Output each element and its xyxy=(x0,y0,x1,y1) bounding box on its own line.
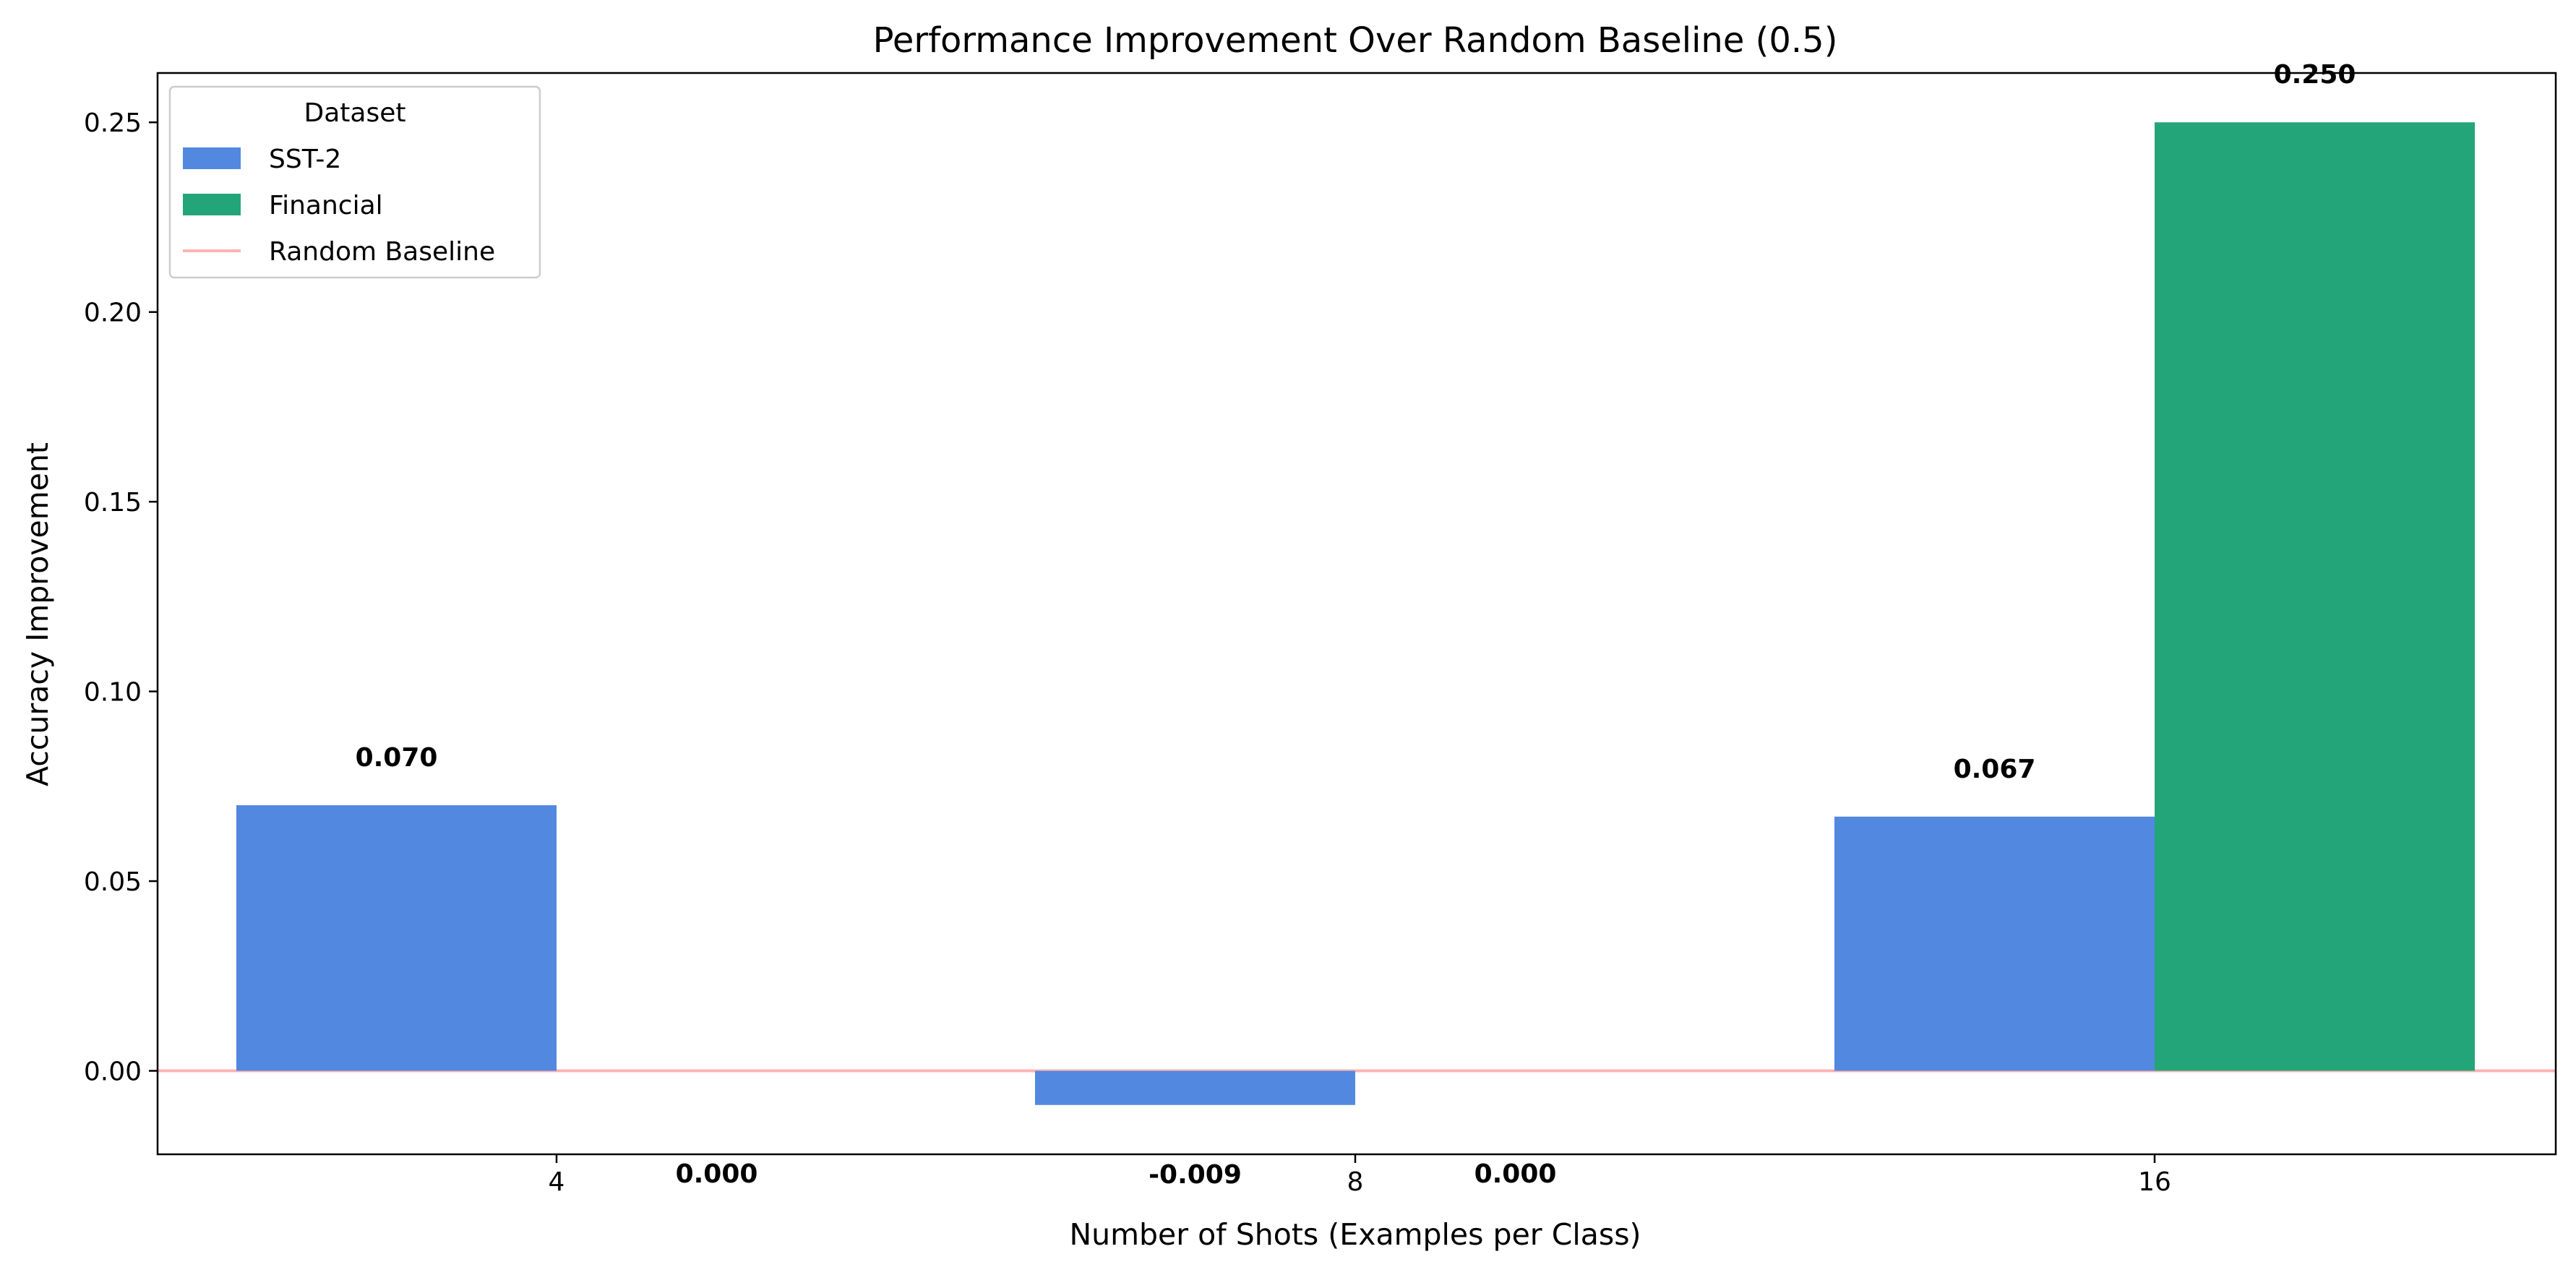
y-tick-label: 0.20 xyxy=(84,299,142,328)
y-tick-label: 0.10 xyxy=(84,678,142,708)
data-label: 0.070 xyxy=(356,743,438,773)
y-tick-label: 0.00 xyxy=(84,1057,142,1087)
legend-box xyxy=(168,85,541,279)
x-tick-label: 4 xyxy=(549,1167,565,1197)
x-tick-label: 8 xyxy=(1347,1167,1364,1197)
legend-swatch xyxy=(183,194,241,215)
axes-group: 0.00 0.05 0.10 0.15 0.20 0.25 4 8 16 xyxy=(84,72,2557,1197)
legend-title: Dataset xyxy=(304,98,406,128)
data-label: -0.009 xyxy=(1149,1160,1242,1190)
x-tick-label: 16 xyxy=(2138,1167,2171,1197)
legend: Dataset SST-2 Financial Random Baseline xyxy=(168,85,541,279)
legend-entry: Random Baseline xyxy=(269,237,495,267)
data-label: 0.067 xyxy=(1954,755,2036,784)
legend-swatch xyxy=(183,147,241,169)
chart-title: Performance Improvement Over Random Base… xyxy=(873,20,1838,61)
data-label: 0.000 xyxy=(1474,1159,1557,1189)
bar-financial-16 xyxy=(2155,122,2475,1071)
bar-sst-2-4 xyxy=(236,805,557,1071)
bar-sst-2-16 xyxy=(1834,816,2155,1071)
data-label: 0.000 xyxy=(676,1159,758,1189)
bars-group xyxy=(236,122,2475,1105)
data-labels-group: 0.070 -0.009 0.067 0.000 0.000 0.250 xyxy=(356,60,2356,1190)
y-axis-label: Accuracy Improvement xyxy=(20,442,55,786)
x-axis-label: Number of Shots (Examples per Class) xyxy=(1069,1217,1641,1252)
y-tick-label: 0.15 xyxy=(84,488,142,518)
legend-entry: Financial xyxy=(269,191,383,220)
legend-entry: SST-2 xyxy=(269,145,341,174)
data-label: 0.250 xyxy=(2274,60,2356,90)
bar-sst-2-8 xyxy=(1035,1070,1355,1105)
y-tick-label: 0.05 xyxy=(84,867,142,897)
plot-frame xyxy=(156,72,2557,1156)
y-tick-label: 0.25 xyxy=(84,108,142,138)
